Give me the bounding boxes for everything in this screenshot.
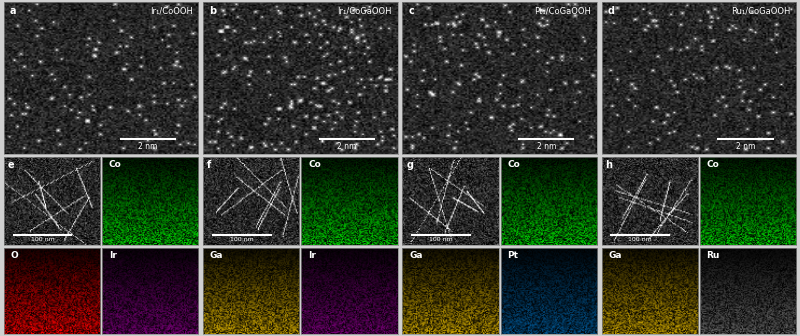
Text: d: d xyxy=(607,6,614,16)
Text: Co: Co xyxy=(706,160,719,169)
Text: O: O xyxy=(10,251,18,260)
Text: Ga: Ga xyxy=(210,251,223,260)
Text: 2 nm: 2 nm xyxy=(138,141,158,151)
Text: Ir: Ir xyxy=(308,251,316,260)
Text: Ir₁/CoGaOOH: Ir₁/CoGaOOH xyxy=(338,6,392,15)
Text: 100 nm: 100 nm xyxy=(230,237,254,242)
Text: 2 nm: 2 nm xyxy=(736,141,755,151)
Text: Ga: Ga xyxy=(409,251,422,260)
Text: 100 nm: 100 nm xyxy=(429,237,453,242)
Text: Ga: Ga xyxy=(608,251,622,260)
Text: c: c xyxy=(408,6,414,16)
Text: e: e xyxy=(8,160,14,170)
Text: Co: Co xyxy=(308,160,321,169)
Text: b: b xyxy=(209,6,216,16)
Text: g: g xyxy=(406,160,414,170)
Text: 2 nm: 2 nm xyxy=(338,141,357,151)
Text: Co: Co xyxy=(109,160,122,169)
Text: Pt₁/CoGaOOH: Pt₁/CoGaOOH xyxy=(534,6,591,15)
Text: a: a xyxy=(10,6,16,16)
Text: h: h xyxy=(606,160,613,170)
Text: 100 nm: 100 nm xyxy=(30,237,54,242)
Text: Ru₁/CoGaOOH: Ru₁/CoGaOOH xyxy=(730,6,790,15)
Text: Ru: Ru xyxy=(706,251,720,260)
Text: 100 nm: 100 nm xyxy=(628,237,652,242)
Text: Pt: Pt xyxy=(507,251,518,260)
Text: f: f xyxy=(207,160,211,170)
Text: Ir₁/CoOOH: Ir₁/CoOOH xyxy=(150,6,193,15)
Text: Ir: Ir xyxy=(109,251,117,260)
Text: Co: Co xyxy=(507,160,520,169)
Text: 2 nm: 2 nm xyxy=(537,141,556,151)
